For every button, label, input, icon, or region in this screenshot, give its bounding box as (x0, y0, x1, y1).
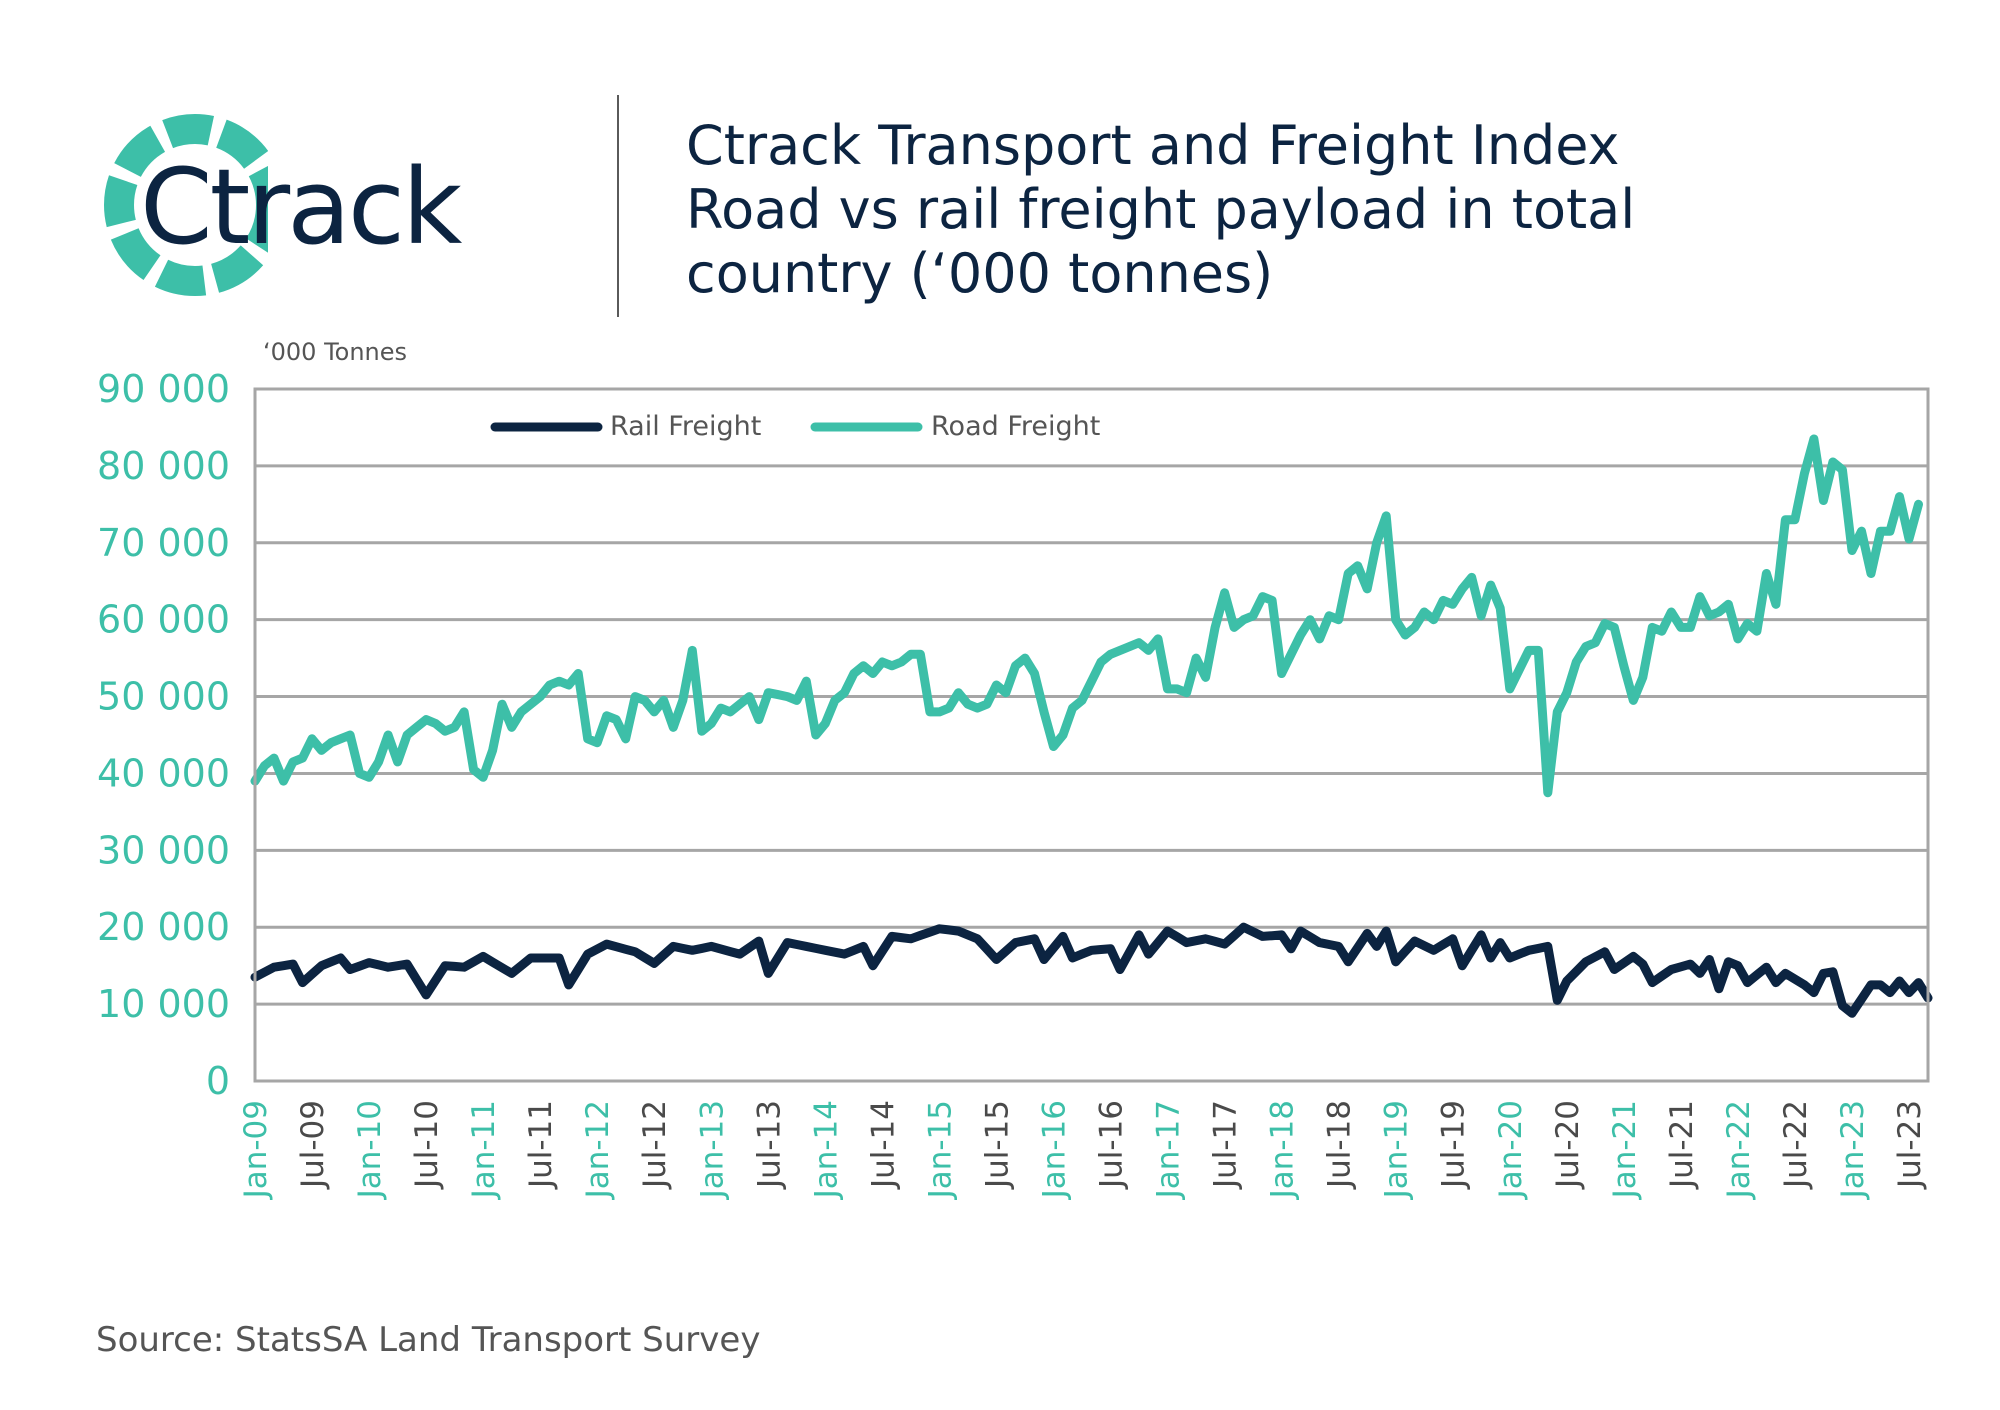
x-tick-label: Jul-19 (1436, 1100, 1472, 1190)
y-axis-unit-label: ‘000 Tonnes (263, 338, 407, 366)
x-tick-label: Jul-09 (295, 1100, 331, 1190)
y-tick-label: 50 000 (97, 675, 230, 719)
y-tick-label: 20 000 (97, 905, 230, 949)
x-tick-label: Jan-11 (466, 1100, 502, 1200)
x-tick-label: Jul-18 (1322, 1100, 1358, 1190)
x-tick-label: Jan-15 (922, 1100, 958, 1200)
x-tick-label: Jan-09 (238, 1100, 274, 1200)
source-note: Source: StatsSA Land Transport Survey (96, 1320, 761, 1360)
x-tick-label: Jul-22 (1778, 1100, 1814, 1190)
x-axis-ticks: Jan-09 Jul-09 Jan-10 Jul-10 Jan-11 Jul-11 Jan-… (238, 1100, 1928, 1200)
ctrack-logo: Ctrack (104, 114, 465, 296)
chart-title-line-2: Road vs rail freight payload in total (686, 178, 1636, 241)
chart-title-line-1: Ctrack Transport and Freight Index (686, 114, 1620, 177)
x-tick-label: Jul-13 (751, 1100, 787, 1190)
x-tick-label: Jul-17 (1208, 1100, 1244, 1190)
compass-ring-icon (104, 114, 328, 296)
x-tick-label: Jul-12 (637, 1100, 673, 1190)
gridlines (255, 464, 1928, 1006)
y-tick-label: 60 000 (97, 598, 230, 642)
x-tick-label: Jan-18 (1265, 1100, 1301, 1200)
header-divider (617, 95, 619, 317)
legend: Rail Freight Road Freight (490, 411, 1100, 442)
series-lines (250, 434, 1933, 1018)
x-tick-label: Jul-10 (409, 1100, 445, 1190)
y-tick-label: 30 000 (97, 828, 230, 872)
x-tick-label: Jul-11 (523, 1100, 559, 1190)
x-tick-label: Jan-14 (808, 1100, 844, 1200)
y-tick-label: 0 (206, 1059, 230, 1103)
x-tick-label: Jan-20 (1493, 1100, 1529, 1200)
y-tick-label: 80 000 (97, 444, 230, 488)
x-tick-label: Jan-12 (580, 1100, 616, 1200)
x-tick-label: Jan-13 (694, 1100, 730, 1200)
y-tick-label: 40 000 (97, 751, 230, 795)
chart-title-line-3: country (‘000 tonnes) (686, 242, 1274, 305)
x-tick-label: Jul-20 (1550, 1100, 1586, 1190)
legend-road-label: Road Freight (931, 411, 1100, 442)
plot-frame (253, 387, 1930, 1083)
x-tick-label: Jul-21 (1664, 1100, 1700, 1190)
x-tick-label: Jul-15 (979, 1100, 1015, 1190)
y-tick-label: 10 000 (97, 982, 230, 1026)
x-tick-label: Jan-17 (1151, 1100, 1187, 1200)
x-tick-label: Jan-21 (1607, 1100, 1643, 1200)
x-tick-label: Jan-16 (1036, 1100, 1072, 1200)
y-tick-label: 70 000 (97, 521, 230, 565)
legend-rail-label: Rail Freight (610, 411, 761, 442)
x-tick-label: Jan-22 (1721, 1100, 1757, 1200)
y-tick-label: 90 000 (97, 367, 230, 411)
rail-freight-line (250, 922, 1933, 1018)
x-tick-label: Jul-16 (1094, 1100, 1130, 1190)
logo-wordmark: Ctrack (140, 146, 462, 268)
y-axis-ticks: 0 10 000 20 000 30 000 40 000 50 000 60 000 70 … (97, 367, 230, 1103)
road-freight-line (250, 434, 1923, 798)
x-tick-label: Jan-19 (1379, 1100, 1415, 1200)
x-tick-label: Jan-10 (352, 1100, 388, 1200)
x-tick-label: Jul-14 (865, 1100, 901, 1190)
x-tick-label: Jan-23 (1835, 1100, 1871, 1200)
x-tick-label: Jul-23 (1892, 1100, 1928, 1190)
freight-line-chart: 0 10 000 20 000 30 000 40 000 50 000 60 000 70 … (97, 338, 1933, 1200)
